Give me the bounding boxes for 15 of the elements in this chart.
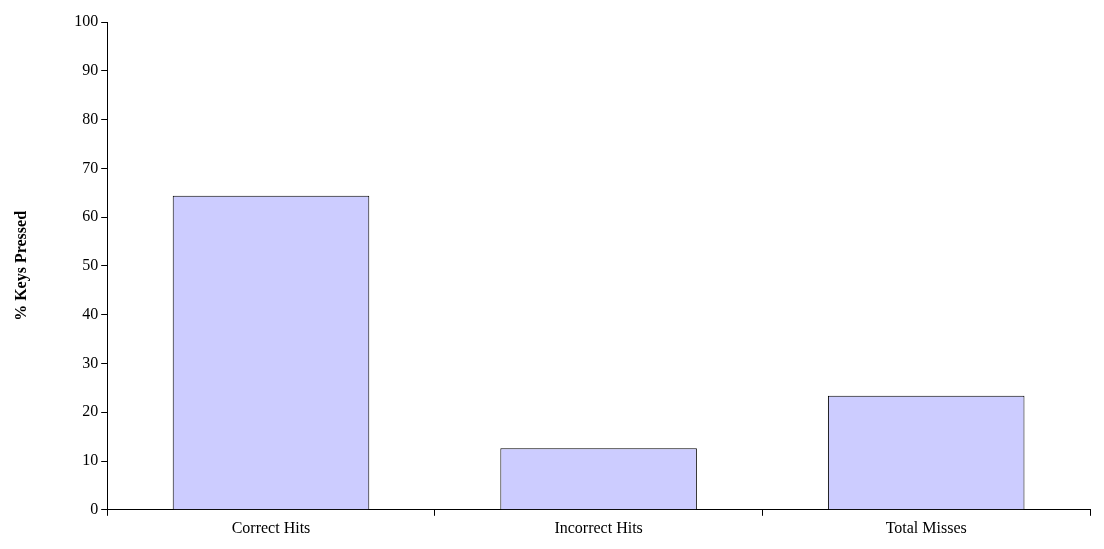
y-axis-title: % Keys Pressed xyxy=(11,210,30,321)
y-tick-label: 50 xyxy=(82,256,99,274)
y-tick-label: 20 xyxy=(82,402,99,420)
y-tick-label: 100 xyxy=(74,12,99,30)
y-tick-label: 80 xyxy=(82,109,99,127)
y-tick-label: 0 xyxy=(90,500,99,517)
x-tick-label: Correct Hits xyxy=(231,518,311,536)
y-tick-label: 30 xyxy=(82,353,99,371)
y-tick-label: 40 xyxy=(82,304,99,322)
y-tick-label: 70 xyxy=(82,158,99,176)
x-tick-label: Total Misses xyxy=(885,518,967,536)
y-tick-label: 60 xyxy=(82,207,99,225)
y-tick-label: 90 xyxy=(82,60,99,78)
x-tick-label: Incorrect Hits xyxy=(554,518,643,536)
y-tick-label: 10 xyxy=(82,451,99,469)
